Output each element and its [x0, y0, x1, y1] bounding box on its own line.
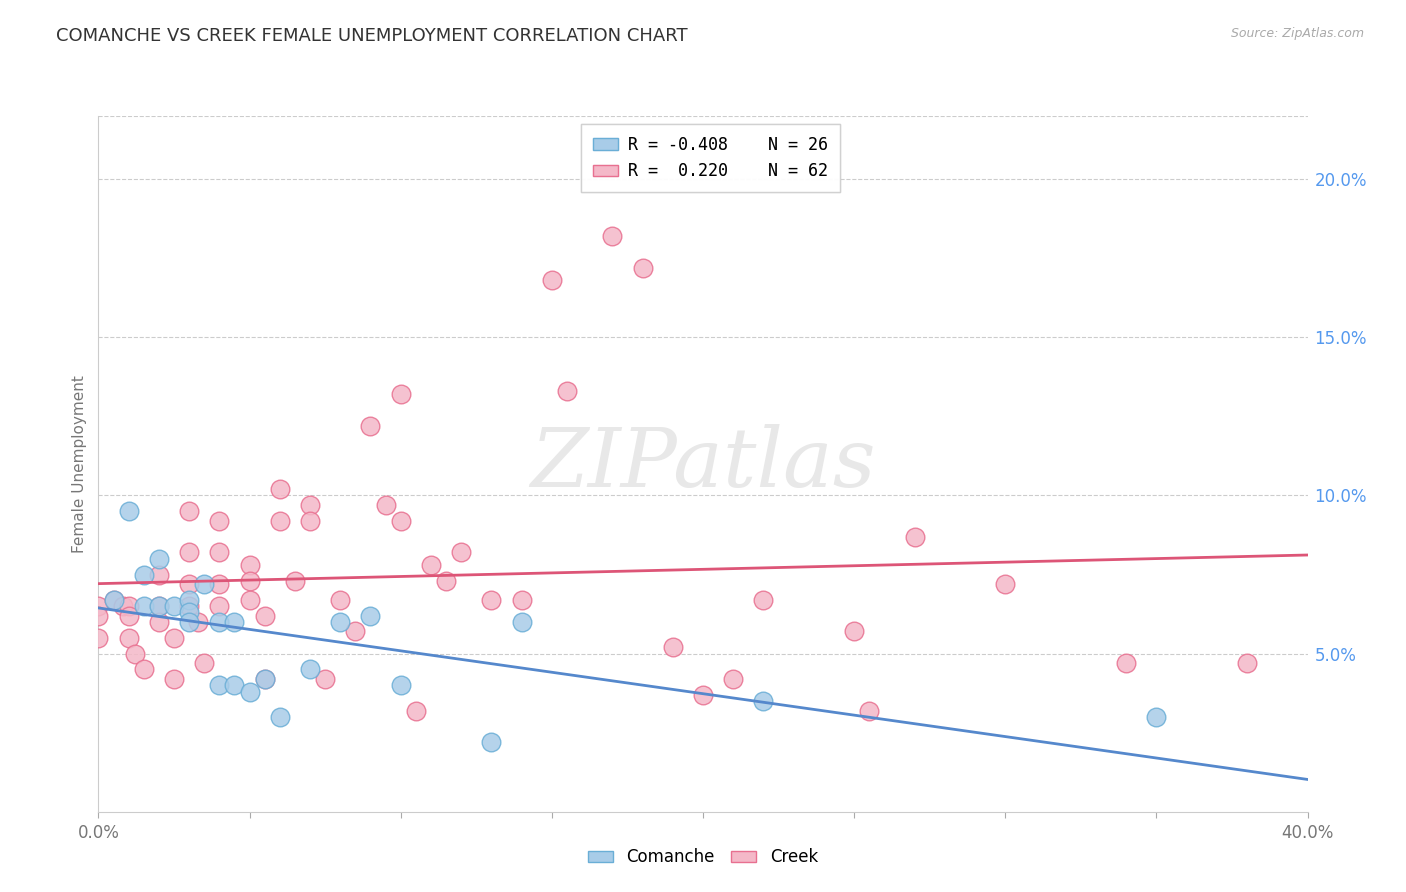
Point [329, 615, 352, 629]
Point [132, 599, 155, 614]
Point [224, 615, 246, 629]
Point [269, 482, 291, 496]
Point [239, 558, 262, 572]
Point [208, 615, 231, 629]
Point [481, 735, 503, 749]
Text: Source: ZipAtlas.com: Source: ZipAtlas.com [1230, 27, 1364, 40]
Point [193, 656, 215, 670]
Point [904, 530, 927, 544]
Point [103, 592, 125, 607]
Text: COMANCHE VS CREEK FEMALE UNEMPLOYMENT CORRELATION CHART: COMANCHE VS CREEK FEMALE UNEMPLOYMENT CO… [56, 27, 688, 45]
Point [179, 599, 201, 614]
Point [389, 678, 412, 692]
Point [103, 592, 125, 607]
Point [434, 574, 457, 588]
Point [148, 599, 170, 614]
Point [208, 577, 231, 591]
Legend: R = -0.408    N = 26, R =  0.220    N = 62: R = -0.408 N = 26, R = 0.220 N = 62 [582, 124, 839, 192]
Point [269, 710, 291, 724]
Point [510, 592, 533, 607]
Point [179, 592, 201, 607]
Point [329, 592, 352, 607]
Point [344, 624, 367, 639]
Point [118, 608, 141, 623]
Point [239, 574, 262, 588]
Point [299, 498, 322, 512]
Point [1115, 656, 1137, 670]
Point [118, 504, 141, 518]
Point [844, 624, 866, 639]
Point [360, 608, 382, 623]
Point [148, 551, 170, 566]
Point [1144, 710, 1167, 724]
Point [239, 684, 262, 698]
Point [389, 387, 412, 401]
Legend: Comanche, Creek: Comanche, Creek [579, 840, 827, 875]
Point [148, 567, 170, 582]
Point [994, 577, 1017, 591]
Point [124, 647, 146, 661]
Point [420, 558, 443, 572]
Point [692, 688, 714, 702]
Point [314, 672, 336, 686]
Point [208, 514, 231, 528]
Point [858, 704, 880, 718]
Point [148, 599, 170, 614]
Point [179, 606, 201, 620]
Point [752, 694, 775, 708]
Point [269, 514, 291, 528]
Point [481, 592, 503, 607]
Point [132, 662, 155, 676]
Y-axis label: Female Unemployment: Female Unemployment [72, 375, 87, 553]
Point [87, 608, 110, 623]
Point [450, 545, 472, 559]
Point [163, 631, 186, 645]
Point [179, 615, 201, 629]
Point [752, 592, 775, 607]
Point [555, 384, 578, 398]
Point [179, 504, 201, 518]
Point [374, 498, 396, 512]
Point [87, 599, 110, 614]
Point [163, 599, 186, 614]
Point [631, 260, 654, 275]
Point [118, 631, 141, 645]
Point [187, 615, 209, 629]
Point [179, 577, 201, 591]
Point [723, 672, 745, 686]
Point [193, 577, 215, 591]
Point [224, 678, 246, 692]
Point [1236, 656, 1258, 670]
Point [118, 599, 141, 614]
Point [87, 631, 110, 645]
Point [389, 514, 412, 528]
Point [602, 229, 624, 244]
Point [360, 418, 382, 433]
Point [111, 599, 134, 614]
Point [253, 672, 276, 686]
Point [540, 273, 562, 287]
Point [208, 599, 231, 614]
Point [148, 615, 170, 629]
Point [208, 678, 231, 692]
Point [299, 514, 322, 528]
Point [239, 592, 262, 607]
Point [132, 567, 155, 582]
Point [208, 545, 231, 559]
Point [253, 672, 276, 686]
Point [163, 672, 186, 686]
Text: ZIPatlas: ZIPatlas [530, 424, 876, 504]
Point [405, 704, 427, 718]
Point [253, 608, 276, 623]
Point [510, 615, 533, 629]
Point [299, 662, 322, 676]
Point [284, 574, 307, 588]
Point [179, 545, 201, 559]
Point [662, 640, 685, 655]
